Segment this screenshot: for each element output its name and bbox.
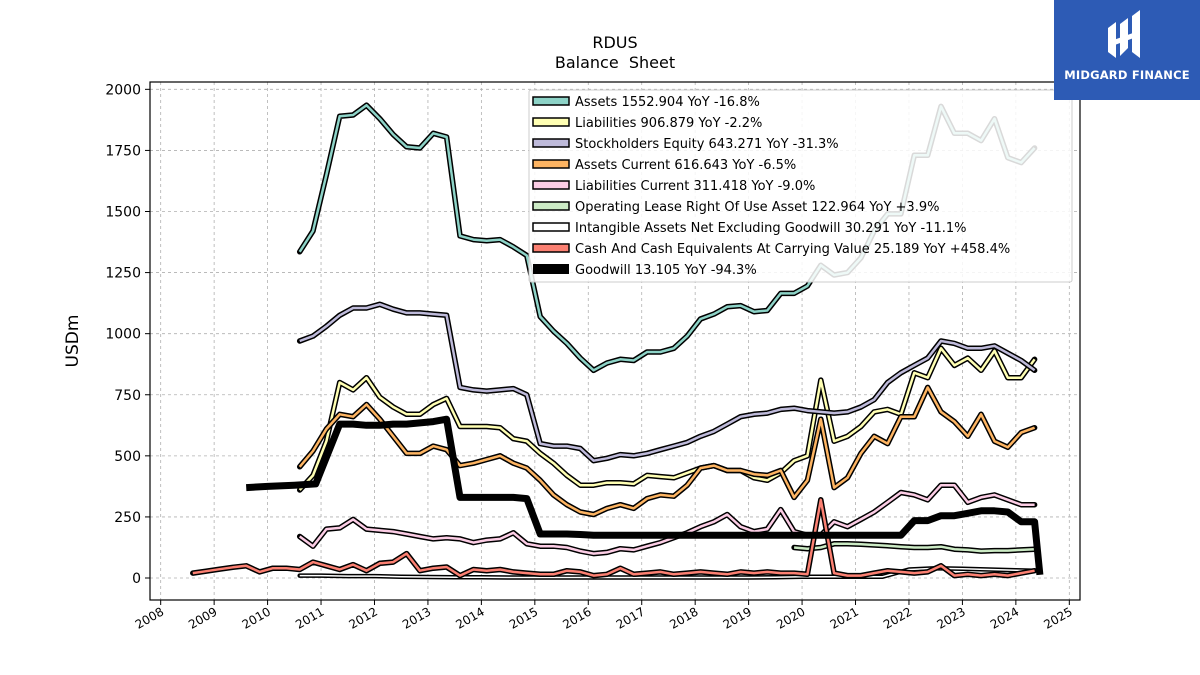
x-axis: 2008 2009 2010 2011 2012 2013 2014 2015 2016 2017… xyxy=(133,600,1075,632)
x-tick-label: 2009 xyxy=(186,604,219,631)
series-line-liabilities xyxy=(298,347,1036,491)
x-tick-label: 2024 xyxy=(988,604,1021,631)
brand-name: MIDGARD FINANCE xyxy=(1064,68,1190,82)
legend-label: Operating Lease Right Of Use Asset 122.9… xyxy=(575,200,939,215)
y-tick-label: 1500 xyxy=(105,205,141,221)
legend: Assets 1552.904 YoY -16.8% Liabilities 90… xyxy=(528,89,1073,283)
chart-subtitle: Balance Sheet xyxy=(555,53,675,72)
legend-label: Stockholders Equity 643.271 YoY -31.3% xyxy=(575,137,839,152)
x-tick-label: 2025 xyxy=(1041,604,1074,631)
x-tick-label: 2010 xyxy=(240,604,273,631)
legend-box xyxy=(528,89,1073,283)
legend-swatch xyxy=(532,159,570,169)
series-line-liabilities-current xyxy=(298,483,1035,555)
x-tick-label: 2012 xyxy=(347,604,380,631)
legend-swatch xyxy=(532,180,570,190)
legend-label: Assets Current 616.643 YoY -6.5% xyxy=(575,158,796,173)
series-layer xyxy=(190,102,1044,580)
series-line-assets-current xyxy=(298,386,1036,516)
series-outline-liabilities xyxy=(296,345,1038,493)
legend-label: Intangible Assets Net Excluding Goodwill… xyxy=(575,221,966,236)
plot-frame xyxy=(149,81,1081,601)
legend-swatch xyxy=(532,117,570,127)
x-tick-label: 2008 xyxy=(133,604,166,631)
legend-swatch xyxy=(533,264,569,274)
series-line-cash-and-cash-equivalents-at-carrying-value xyxy=(192,498,1035,577)
x-tick-label: 2016 xyxy=(560,604,593,631)
legend-swatch xyxy=(532,96,570,106)
x-tick-label: 2017 xyxy=(614,604,647,631)
legend-swatch xyxy=(532,222,570,232)
series-line-operating-lease-right-of-use-asset xyxy=(793,542,1035,553)
y-tick-label: 500 xyxy=(114,449,141,465)
series-line-stockholders-equity xyxy=(299,303,1036,462)
x-tick-label: 2021 xyxy=(828,604,861,631)
legend-label: Assets 1552.904 YoY -16.8% xyxy=(575,95,760,110)
x-tick-label: 2011 xyxy=(293,604,326,631)
y-tick-label: 0 xyxy=(132,571,141,587)
x-tick-label: 2020 xyxy=(774,604,807,631)
legend-swatch xyxy=(532,201,570,211)
legend-label: Liabilities 906.879 YoY -2.2% xyxy=(575,116,762,131)
chart-title: RDUS xyxy=(592,33,637,52)
y-tick-label: 1750 xyxy=(105,143,141,159)
midgard-logo-icon xyxy=(1108,10,1140,58)
y-tick-label: 1000 xyxy=(105,327,141,343)
x-tick-label: 2022 xyxy=(881,604,914,631)
x-tick-label: 2018 xyxy=(667,604,700,631)
series-outline-stockholders-equity xyxy=(296,301,1038,464)
legend-label: Goodwill 13.105 YoY -94.3% xyxy=(575,263,757,278)
x-tick-label: 2019 xyxy=(721,604,754,631)
x-tick-label: 2023 xyxy=(934,604,967,631)
y-tick-label: 1250 xyxy=(105,266,141,282)
series-line-goodwill xyxy=(246,415,1044,576)
brand-logo: MIDGARD FINANCE xyxy=(1054,0,1200,100)
series-line-intangible-assets-net-excluding-goodwill xyxy=(299,567,1035,579)
x-tick-label: 2015 xyxy=(507,604,540,631)
y-tick-label: 750 xyxy=(114,388,141,404)
x-tick-label: 2013 xyxy=(400,604,433,631)
x-tick-label: 2014 xyxy=(453,604,486,631)
legend-label: Liabilities Current 311.418 YoY -9.0% xyxy=(575,179,815,194)
y-axis: 0 250 500 750 1000 1250 1500 1750 2000 xyxy=(105,82,150,587)
y-tick-label: 2000 xyxy=(105,82,141,98)
y-tick-label: 250 xyxy=(114,510,141,526)
legend-label: Cash And Cash Equivalents At Carrying Va… xyxy=(575,242,1010,257)
legend-swatch xyxy=(532,243,570,253)
y-axis-label: USDm xyxy=(63,315,83,368)
legend-swatch xyxy=(532,138,570,148)
